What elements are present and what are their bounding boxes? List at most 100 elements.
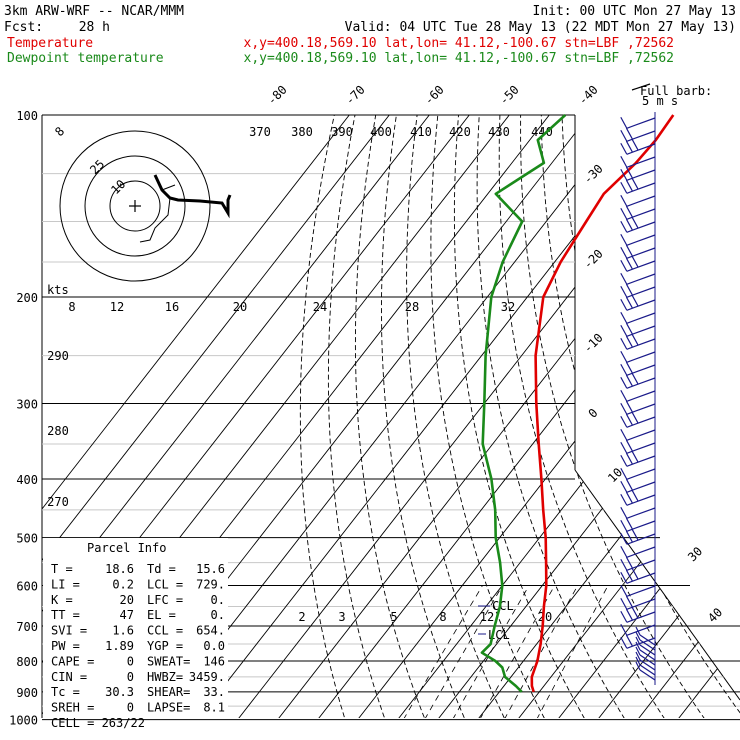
parcel-row-key: LI = (51, 577, 80, 591)
wind-barb-staff (626, 234, 656, 246)
wind-barb-staff (626, 247, 656, 259)
pressure-tick-label: 900 (16, 686, 38, 700)
wind-barb-flag (620, 545, 628, 558)
wind-barb (620, 205, 656, 220)
wind-barb-staff (626, 468, 656, 480)
wind-barb-staff (626, 507, 656, 519)
mixing-ratio-line (536, 585, 609, 718)
wind-barb (620, 127, 656, 142)
wind-barb (620, 116, 656, 129)
wind-barb (620, 272, 656, 285)
wind-barb-flag (631, 216, 639, 229)
wind-barb-staff (626, 351, 656, 363)
wind-barb (620, 467, 656, 480)
temperature-line (530, 114, 675, 693)
wind-barb-flag (631, 411, 639, 424)
parcel-row-full: CELL = 263/22 (51, 716, 145, 730)
wind-barb-staff (626, 494, 656, 506)
pressure-tick-label: 100 (16, 109, 38, 123)
wind-barb-flag (620, 350, 628, 363)
wind-barb-flag (631, 450, 639, 463)
isotherm-label: -70 (343, 83, 368, 108)
isotherm-label: -50 (497, 83, 522, 108)
wind-barb-staff (626, 520, 656, 532)
parcel-row-value: 18.6 (105, 562, 134, 576)
wind-key: Full barb:5 m s (631, 83, 712, 108)
isotherm-line (42, 115, 430, 718)
wind-barb-staff (626, 611, 656, 623)
temperature-location: x,y=400.18,569.10 lat,lon= 41.12,-100.67… (244, 36, 674, 51)
theta-label: 430 (488, 125, 510, 139)
parcel-row-key: CIN = (51, 670, 87, 684)
wind-barb-flag (625, 413, 633, 426)
wind-barb (620, 450, 656, 467)
chart-header: 3km ARW-WRF -- NCAR/MMM Init: 00 UTC Mon… (4, 4, 736, 66)
wind-barb-staff (626, 637, 656, 649)
parcel-row-key: SREH = (51, 701, 94, 715)
pressure-tick-label: 300 (16, 397, 38, 411)
mixing-ratio-label: 5 (390, 610, 397, 624)
parcel-row-key2: HWBZ= (147, 670, 183, 684)
wind-barb-flag (625, 374, 633, 387)
wind-barb-flag (620, 116, 628, 129)
wind-barb (620, 311, 656, 324)
wind-barb-flag (620, 194, 628, 207)
wind-barb (635, 626, 656, 646)
wind-barb-flag (620, 246, 628, 259)
dry-adiabat (685, 115, 740, 718)
wind-barb (620, 255, 656, 272)
wind-barb-flag (620, 597, 628, 610)
wind-barb-flag (625, 244, 633, 257)
parcel-row-key2: EL = (147, 608, 176, 622)
mixing-ratio-line (452, 585, 530, 718)
dry-adiabat (354, 115, 431, 718)
wind-barb-staff (626, 598, 656, 610)
wind-barb-flag (625, 166, 633, 179)
wind-key-line1: Full barb: (640, 84, 712, 98)
isotherm-line (237, 115, 710, 718)
dry-adiabat (327, 115, 391, 718)
wind-barb-staff (639, 669, 656, 681)
wind-barb (620, 428, 656, 441)
wind-barb-flag (631, 489, 639, 502)
wind-barb-flag (620, 363, 628, 376)
wind-barb (620, 138, 656, 155)
wind-barb-staff (626, 156, 656, 168)
wind-barb-staff (626, 325, 656, 337)
wind-barb-flag (625, 283, 633, 296)
theta-label: 370 (249, 125, 271, 139)
wind-barb-flag (631, 567, 639, 580)
wind-barb-flag (625, 608, 633, 621)
wind-barb-flag (625, 452, 633, 465)
speed-scale-label: 16 (165, 300, 179, 314)
parcel-row-value2: 146 (203, 654, 225, 668)
wind-barb-flag (635, 651, 641, 661)
wind-barb-staff (626, 572, 656, 584)
hodograph-ring (84, 155, 186, 257)
wind-barb-flag (620, 298, 628, 311)
temperature-legend: Temperature (7, 36, 93, 51)
wind-barb-flag (625, 634, 633, 647)
parcel-row-value: 30.3 (105, 685, 134, 699)
wind-barb (620, 389, 656, 402)
parcel-panel-background (43, 538, 228, 718)
wind-barb-flag (635, 656, 641, 666)
wind-barb (620, 595, 656, 610)
isotherm-label: -60 (422, 83, 447, 108)
wind-barb (620, 478, 656, 493)
wind-barb (620, 517, 656, 532)
wind-barb-flag (625, 556, 633, 569)
parcel-row-value: 20 (120, 593, 134, 607)
parcel-row-value2: 33. (203, 685, 225, 699)
theta-side-label: 280 (47, 424, 69, 438)
wind-barb (620, 177, 656, 194)
wind-barb-flag (620, 584, 628, 597)
parcel-info-panel: Parcel Info T = 18.6 Td = 15.6 LI = 0.2 LCL = 72… (43, 538, 228, 730)
parcel-row-value2: 0.0 (203, 639, 225, 653)
wind-barb-flag (620, 272, 628, 285)
forecast-hour: 28 h (79, 20, 110, 35)
wind-barb (620, 411, 656, 428)
parcel-row-key2: LCL = (147, 577, 183, 591)
wind-barb-staff (626, 169, 656, 181)
wind-barb-staff (626, 546, 656, 558)
